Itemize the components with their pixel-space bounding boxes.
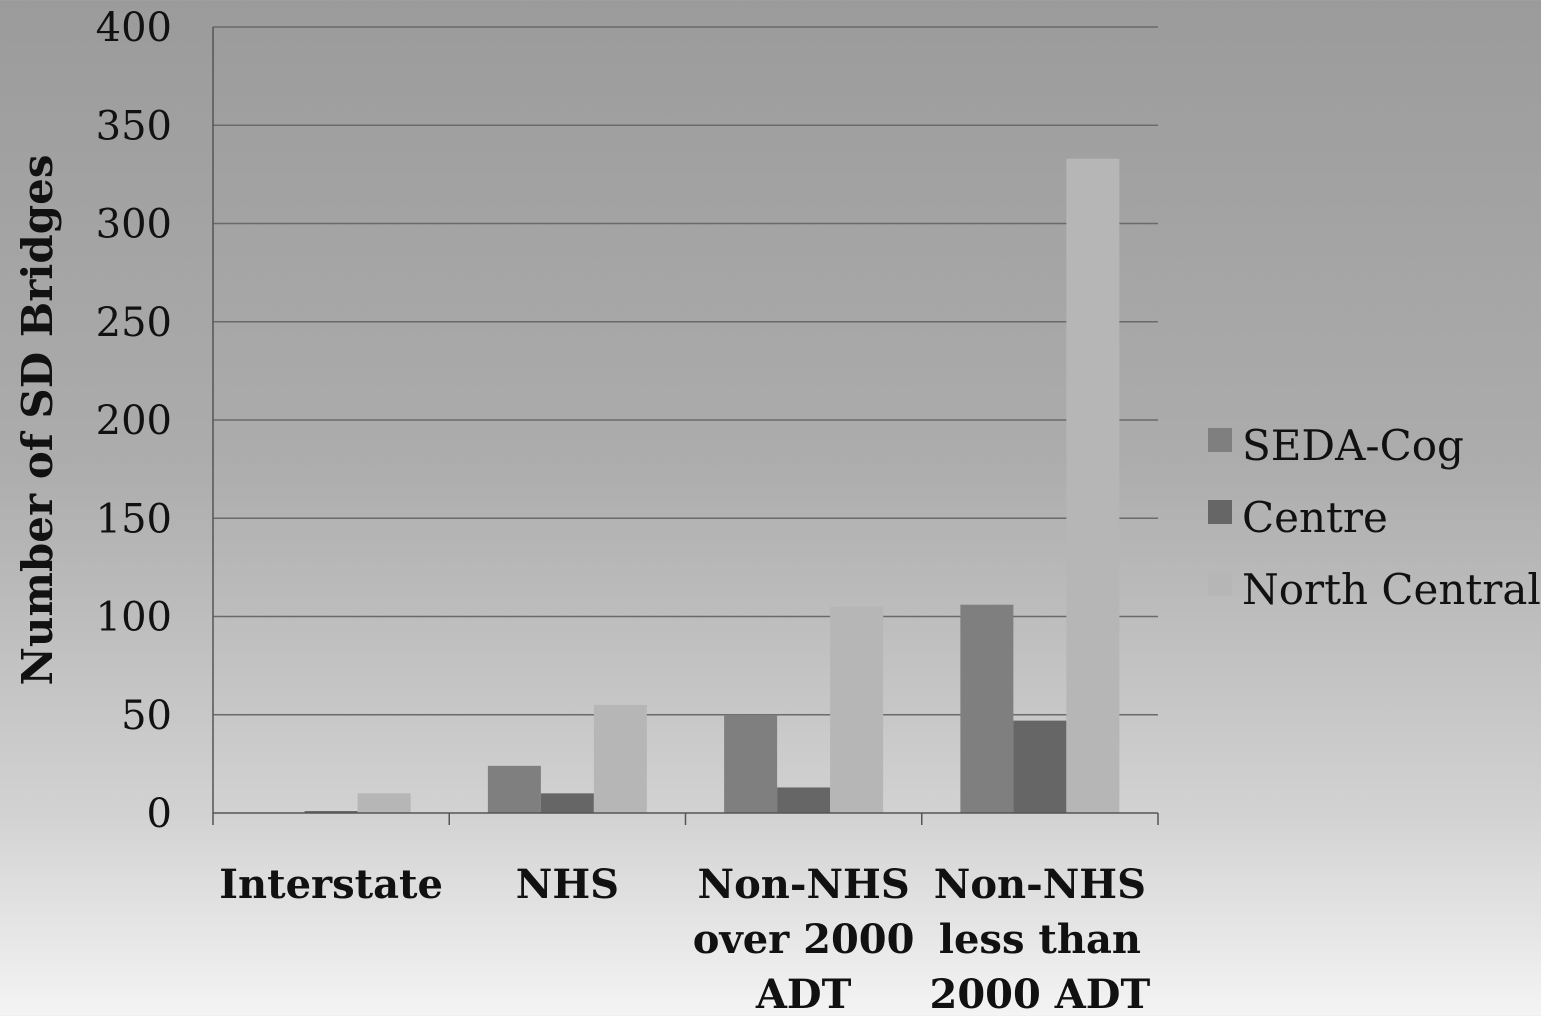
x-category-label-line: less than bbox=[939, 916, 1141, 963]
legend-entry-label: North Central bbox=[1242, 565, 1541, 614]
y-tick-labels: 0 50 100 150 200 250 300 350 400 bbox=[96, 5, 172, 837]
x-category-label: Interstate bbox=[219, 861, 443, 908]
x-category-label: Non-NHS over 2000 ADT bbox=[693, 861, 915, 1016]
y-tick-label: 250 bbox=[96, 300, 172, 346]
bar-north-central bbox=[357, 793, 411, 813]
x-category-label: NHS bbox=[516, 861, 619, 908]
bar-seda-cog bbox=[960, 604, 1014, 813]
legend-swatch bbox=[1208, 428, 1232, 452]
x-category-labels: Interstate NHS Non-NHS over 2000 ADT Non-NHS l… bbox=[219, 861, 1150, 1016]
y-tick-label: 150 bbox=[96, 496, 172, 542]
x-category-label-line: Non-NHS bbox=[698, 861, 910, 908]
y-tick-label: 50 bbox=[121, 693, 172, 739]
legend-swatch bbox=[1208, 572, 1232, 596]
x-category-label-line: NHS bbox=[516, 861, 619, 908]
bar-centre bbox=[777, 787, 831, 813]
legend-entry-label: SEDA-Cog bbox=[1242, 421, 1464, 470]
bar-seda-cog bbox=[724, 714, 778, 813]
axes bbox=[212, 27, 1159, 825]
x-category-label-line: ADT bbox=[755, 971, 852, 1016]
gridlines bbox=[213, 26, 1158, 716]
y-tick-label: 350 bbox=[96, 103, 172, 149]
legend: SEDA-Cog Centre North Central bbox=[1208, 421, 1541, 614]
legend-swatch bbox=[1208, 500, 1232, 524]
x-category-label-line: Non-NHS bbox=[934, 861, 1146, 908]
y-tick-label: 300 bbox=[96, 202, 172, 248]
x-category-label-line: over 2000 bbox=[693, 916, 915, 963]
bars bbox=[304, 158, 1120, 813]
y-tick-label: 400 bbox=[96, 5, 172, 51]
y-axis-label: Number of SD Bridges bbox=[13, 155, 62, 686]
bar-north-central bbox=[593, 704, 647, 813]
bar-north-central bbox=[830, 606, 884, 813]
legend-entry-label: Centre bbox=[1242, 493, 1388, 542]
bar-north-central bbox=[1066, 158, 1120, 813]
y-tick-label: 0 bbox=[147, 791, 172, 837]
x-category-label: Non-NHS less than 2000 ADT bbox=[930, 861, 1151, 1016]
bar-centre bbox=[1013, 720, 1067, 813]
x-category-label-line: 2000 ADT bbox=[930, 971, 1151, 1016]
bar-centre bbox=[304, 811, 358, 813]
bar-seda-cog bbox=[487, 765, 541, 813]
y-tick-label: 200 bbox=[96, 398, 172, 444]
y-tick-label: 100 bbox=[96, 595, 172, 641]
bar-centre bbox=[540, 793, 594, 813]
x-category-label-line: Interstate bbox=[219, 861, 443, 908]
